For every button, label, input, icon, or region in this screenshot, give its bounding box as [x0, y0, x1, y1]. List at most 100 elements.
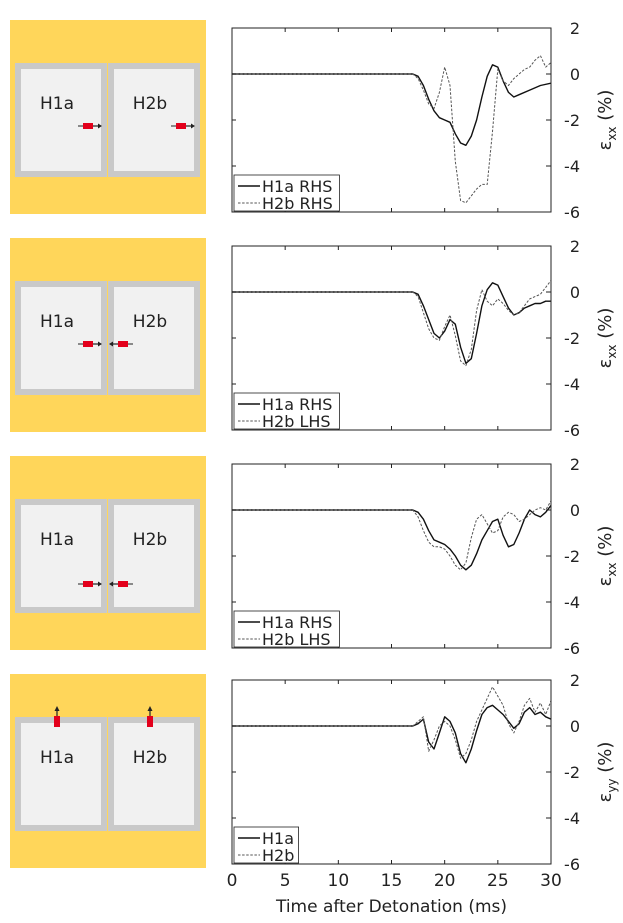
room-label-h2b: H2b	[133, 748, 167, 768]
strain-gauge	[83, 123, 93, 129]
legend-label: H1a RHS	[262, 613, 332, 632]
legend-label: H2b LHS	[262, 412, 331, 431]
gauge-arrowhead	[54, 706, 60, 711]
y-label-subscript: xx	[605, 562, 619, 576]
room-h2b	[108, 281, 200, 395]
x-tick-label: 25	[487, 871, 509, 891]
strain-gauge	[54, 716, 60, 727]
y-tick-label: 2	[570, 671, 580, 690]
y-tick-label: 2	[570, 237, 580, 256]
room-label-h2b: H2b	[133, 312, 167, 332]
room-h1a	[15, 499, 107, 613]
y-tick-label: -4	[564, 593, 580, 612]
y-tick-label: 0	[570, 283, 580, 302]
gauge-arrowhead	[147, 706, 153, 711]
strain-gauge	[176, 123, 186, 129]
legend-label: H2b LHS	[262, 630, 331, 649]
y-label-symbol: ε	[595, 141, 616, 151]
schematic-2: H1a H2b	[10, 238, 206, 432]
room-label-h2b: H2b	[133, 530, 167, 550]
y-tick-label: -2	[564, 111, 580, 130]
y-tick-label: -6	[564, 203, 580, 222]
strain-gauge	[83, 581, 93, 587]
legend-box	[233, 610, 340, 648]
y-tick-label: -6	[564, 855, 580, 874]
room-label-h1a: H1a	[40, 94, 74, 114]
legend-label: H2b RHS	[262, 194, 333, 213]
gauge-arrowhead	[98, 341, 102, 347]
y-tick-label: -4	[564, 809, 580, 828]
gauge-arrowhead	[98, 123, 102, 129]
x-tick-label: 5	[280, 871, 291, 891]
y-label-unit: (%)	[595, 90, 616, 127]
y-axis-label: εxx (%)	[595, 90, 619, 151]
room-h2b	[108, 717, 200, 831]
room-h1a	[15, 281, 107, 395]
series-line-h1a-rhs	[232, 64, 551, 147]
series-line-h1a-rhs	[232, 282, 551, 364]
y-tick-label: -6	[564, 421, 580, 440]
y-label-unit: (%)	[595, 526, 616, 563]
room-h1a	[15, 717, 107, 831]
y-axis-label: εxx (%)	[595, 308, 619, 369]
legend-label: H1a	[262, 829, 294, 848]
room-label-h1a: H1a	[40, 530, 74, 550]
x-tick-label: 10	[328, 871, 350, 891]
room-h1a	[15, 63, 107, 177]
y-tick-label: 0	[570, 501, 580, 520]
schematic-3: H1a H2b	[10, 456, 206, 650]
gauge-arrowhead	[109, 341, 113, 347]
y-tick-label: -6	[564, 639, 580, 658]
room-label-h1a: H1a	[40, 748, 74, 768]
y-tick-label: 2	[570, 455, 580, 474]
series-line-h2b-lhs	[232, 280, 551, 367]
legend-label: H1a RHS	[262, 177, 332, 196]
y-label-unit: (%)	[595, 308, 616, 345]
legend-label: H1a RHS	[262, 395, 332, 414]
y-tick-label: -4	[564, 375, 580, 394]
strain-gauge	[118, 581, 128, 587]
schematic-1: H1a H2b	[10, 20, 206, 214]
legend-box	[233, 826, 299, 864]
y-label-symbol: ε	[595, 359, 616, 369]
legend-label: H2b	[262, 846, 294, 865]
y-label-subscript: yy	[605, 778, 619, 792]
schematic-4: H1a H2b	[10, 674, 206, 868]
y-tick-label: -2	[564, 329, 580, 348]
series-line-h2b-rhs	[232, 55, 551, 204]
gauge-arrowhead	[191, 123, 195, 129]
y-tick-label: 0	[570, 65, 580, 84]
y-tick-label: -2	[564, 763, 580, 782]
x-tick-label: 20	[434, 871, 456, 891]
y-tick-label: 0	[570, 717, 580, 736]
room-label-h2b: H2b	[133, 94, 167, 114]
series-line-h2b-lhs	[232, 500, 551, 571]
y-label-subscript: xx	[605, 344, 619, 358]
legend-box	[233, 174, 340, 212]
y-axis-label: εyy (%)	[595, 742, 619, 803]
y-label-symbol: ε	[595, 793, 616, 803]
y-tick-label: -2	[564, 547, 580, 566]
y-tick-label: -4	[564, 157, 580, 176]
strain-gauge	[147, 716, 153, 727]
room-h2b	[108, 499, 200, 613]
series-line-h2b	[232, 686, 551, 759]
series-line-h1a-rhs	[232, 504, 551, 571]
room-h2b	[108, 63, 200, 177]
legend-box	[233, 392, 340, 430]
x-tick-label: 30	[540, 871, 562, 891]
gauge-arrowhead	[109, 581, 113, 587]
y-label-subscript: xx	[605, 126, 619, 140]
x-tick-label: 15	[381, 871, 403, 891]
y-tick-label: 2	[570, 19, 580, 38]
strain-gauge	[83, 341, 93, 347]
